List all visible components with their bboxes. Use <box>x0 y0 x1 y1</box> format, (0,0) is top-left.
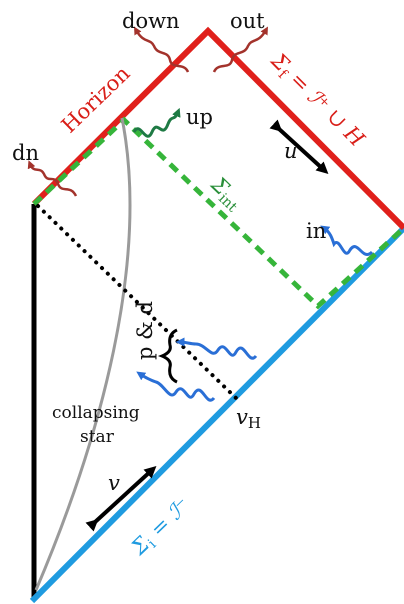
interior-surface <box>32 116 404 310</box>
collapsing-star-worldline <box>34 117 132 591</box>
up-wave-packet <box>132 107 181 138</box>
v-double-arrow <box>85 465 157 532</box>
label-collapsing-star-2: star <box>80 427 115 447</box>
partner-wave-packet <box>175 337 258 360</box>
label-collapsing-star-1: collapsing <box>52 403 140 423</box>
label-down: down <box>122 9 180 33</box>
label-in: in <box>306 219 326 243</box>
label-up: up <box>186 105 213 129</box>
dn-wave-packet <box>27 160 78 197</box>
down-wave-packet <box>134 26 190 73</box>
label-sigma-i: Σi = ℐ⁻ <box>126 493 197 563</box>
label-out: out <box>230 9 265 33</box>
label-dn: dn <box>12 141 39 165</box>
future-boundary <box>31 26 404 231</box>
label-v-h: vH <box>236 405 261 432</box>
label-u: u <box>284 139 298 163</box>
p-and-d-brace <box>157 328 178 384</box>
out-wave-packet <box>212 26 268 73</box>
past-null-boundary <box>29 225 404 604</box>
label-sigma-int: Σint <box>204 172 248 216</box>
u-double-arrow <box>269 119 329 175</box>
descendant-wave-packet <box>136 371 216 402</box>
dotted-null-ray <box>36 204 238 400</box>
label-v: v <box>108 471 120 495</box>
label-p-and-d: p & d <box>133 301 157 360</box>
in-wave-packet <box>320 225 374 256</box>
